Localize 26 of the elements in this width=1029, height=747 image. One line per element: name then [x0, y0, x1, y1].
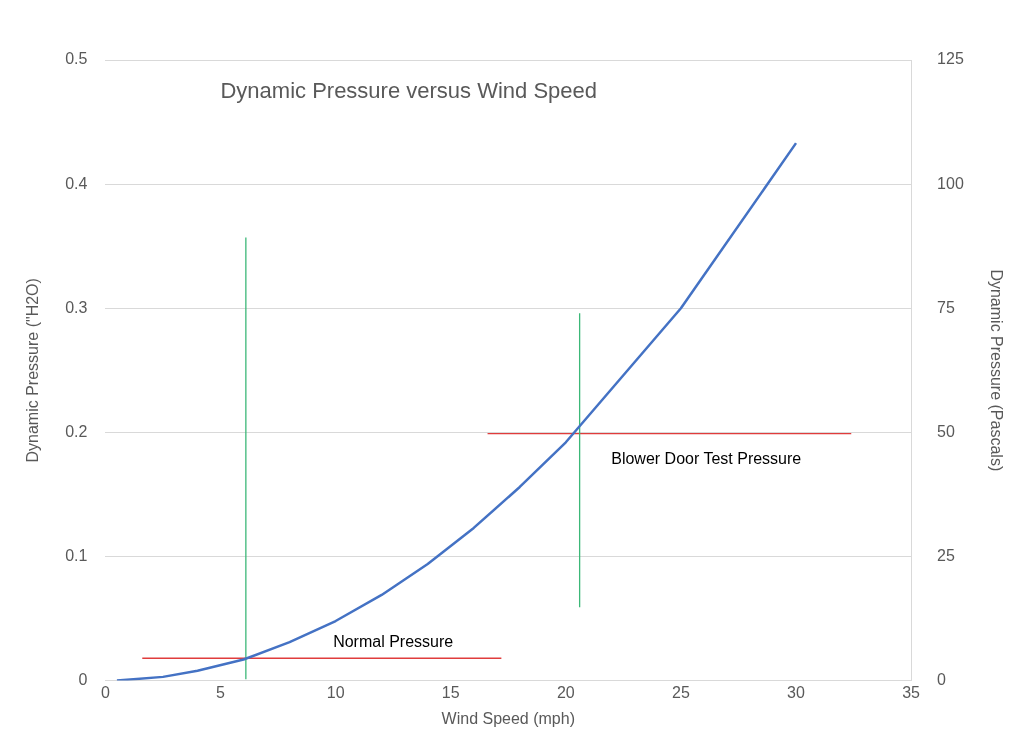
y2-tick-label: 25: [937, 546, 955, 564]
y-tick-label: 0: [78, 671, 88, 689]
y-tick-label: 0.4: [65, 174, 88, 192]
x-tick-label: 0: [100, 683, 110, 701]
y2-tick-label: 0: [937, 671, 947, 689]
y-tick-label: 0.5: [65, 50, 88, 68]
y2-axis-title: Dynamic Pressure (Pascals): [987, 269, 1005, 472]
text: Dynamic Pressure versus Wind Speed: [220, 78, 598, 104]
annotation: Normal Pressure: [333, 632, 454, 650]
y2-tick-label: 125: [937, 50, 964, 68]
x-tick-label: 25: [672, 683, 690, 701]
x-tick-label: 15: [441, 683, 460, 701]
annotation: Blower Door Test Pressure: [611, 450, 802, 468]
x-tick-label: 5: [216, 683, 226, 701]
x-tick-label: 30: [787, 683, 806, 701]
x-tick-label: 35: [902, 683, 921, 701]
x-tick-label: 20: [556, 683, 575, 701]
y-tick-label: 0.2: [65, 422, 88, 440]
y2-tick-label: 75: [937, 298, 955, 316]
y-axis-title: Dynamic Pressure ("H2O): [24, 278, 42, 463]
y2-tick-label: 50: [937, 422, 955, 440]
x-tick-label: 10: [326, 683, 345, 701]
y-tick-label: 0.3: [65, 298, 88, 316]
y-tick-label: 0.1: [65, 546, 88, 564]
y2-tick-label: 100: [937, 174, 964, 192]
x-axis-title: Wind Speed (mph): [441, 709, 575, 727]
